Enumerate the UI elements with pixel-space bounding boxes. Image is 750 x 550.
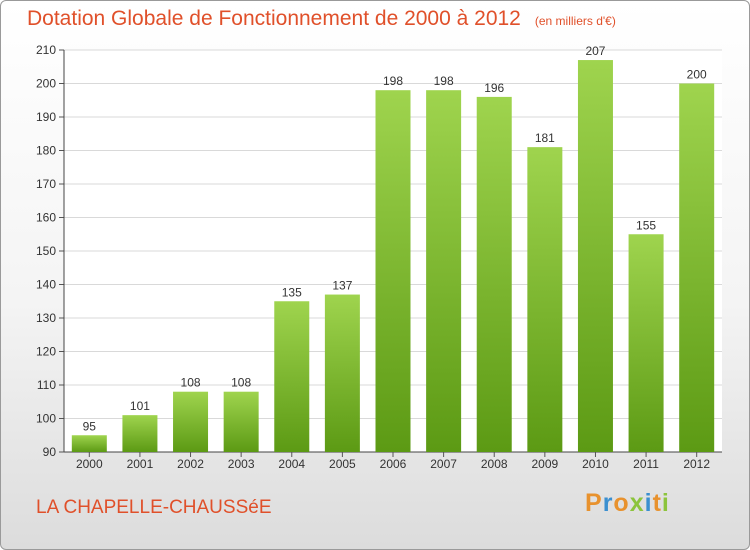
y-tick-label: 150 bbox=[36, 244, 56, 258]
y-tick-label: 140 bbox=[36, 278, 56, 292]
bar bbox=[476, 96, 512, 453]
bar-value-label: 196 bbox=[484, 81, 504, 95]
bar bbox=[324, 294, 360, 452]
x-tick-label: 2010 bbox=[582, 457, 609, 471]
bar bbox=[426, 90, 462, 452]
bar-value-label: 137 bbox=[332, 279, 352, 293]
chart-unit-label: (en milliers d'€) bbox=[534, 14, 616, 28]
logo-letter: x bbox=[629, 489, 645, 517]
bar bbox=[577, 60, 613, 453]
y-tick-label: 200 bbox=[36, 77, 56, 91]
bar bbox=[679, 83, 715, 452]
bar bbox=[274, 301, 310, 452]
bar bbox=[628, 234, 664, 452]
x-tick-label: 2004 bbox=[278, 457, 305, 471]
bar-value-label: 108 bbox=[181, 376, 201, 390]
y-tick-label: 100 bbox=[36, 412, 56, 426]
y-tick-label: 120 bbox=[36, 345, 56, 359]
commune-name: LA CHAPELLE-CHAUSSéE bbox=[36, 497, 272, 518]
y-tick-label: 90 bbox=[43, 445, 57, 459]
bar-value-label: 135 bbox=[282, 285, 302, 299]
y-tick-label: 190 bbox=[36, 110, 56, 124]
y-tick-label: 110 bbox=[37, 378, 56, 392]
y-tick-label: 170 bbox=[36, 177, 56, 191]
bar-value-label: 200 bbox=[687, 68, 707, 82]
logo-letter: t bbox=[652, 489, 662, 517]
bar bbox=[375, 90, 411, 452]
bar bbox=[527, 147, 563, 452]
bar-value-label: 108 bbox=[231, 376, 251, 390]
bar-value-label: 181 bbox=[535, 131, 555, 145]
bar bbox=[122, 415, 158, 452]
x-tick-label: 2011 bbox=[633, 457, 659, 471]
x-tick-label: 2001 bbox=[127, 457, 154, 471]
x-tick-label: 2008 bbox=[481, 457, 508, 471]
x-tick-label: 2006 bbox=[380, 457, 407, 471]
bar-value-label: 198 bbox=[434, 74, 454, 88]
proxiti-logo: Proxiti bbox=[585, 489, 670, 518]
bar-value-label: 207 bbox=[585, 44, 605, 58]
logo-letter: r bbox=[602, 489, 614, 517]
y-tick-label: 210 bbox=[36, 43, 56, 57]
chart-title-text: Dotation Globale de Fonctionnement de 20… bbox=[27, 7, 521, 30]
chart-title: Dotation Globale de Fonctionnement de 20… bbox=[27, 7, 616, 31]
x-tick-label: 2009 bbox=[531, 457, 558, 471]
y-tick-label: 160 bbox=[36, 211, 56, 225]
logo-letter: i bbox=[644, 489, 653, 517]
bar-value-label: 198 bbox=[383, 74, 403, 88]
y-tick-label: 180 bbox=[36, 144, 56, 158]
y-tick-label: 130 bbox=[36, 311, 56, 325]
x-tick-label: 2003 bbox=[228, 457, 255, 471]
logo-letter: P bbox=[585, 489, 603, 517]
x-tick-label: 2007 bbox=[430, 457, 457, 471]
x-tick-label: 2000 bbox=[76, 457, 103, 471]
bar bbox=[223, 391, 259, 452]
x-tick-label: 2012 bbox=[683, 457, 710, 471]
bar-value-label: 95 bbox=[83, 419, 97, 433]
logo-letter: i bbox=[661, 489, 670, 517]
bar-value-label: 155 bbox=[636, 218, 656, 232]
x-tick-label: 2002 bbox=[177, 457, 204, 471]
bar bbox=[71, 435, 107, 452]
bar bbox=[173, 391, 209, 452]
x-tick-label: 2005 bbox=[329, 457, 356, 471]
logo-letter: o bbox=[613, 489, 630, 517]
bar-value-label: 101 bbox=[130, 399, 150, 413]
